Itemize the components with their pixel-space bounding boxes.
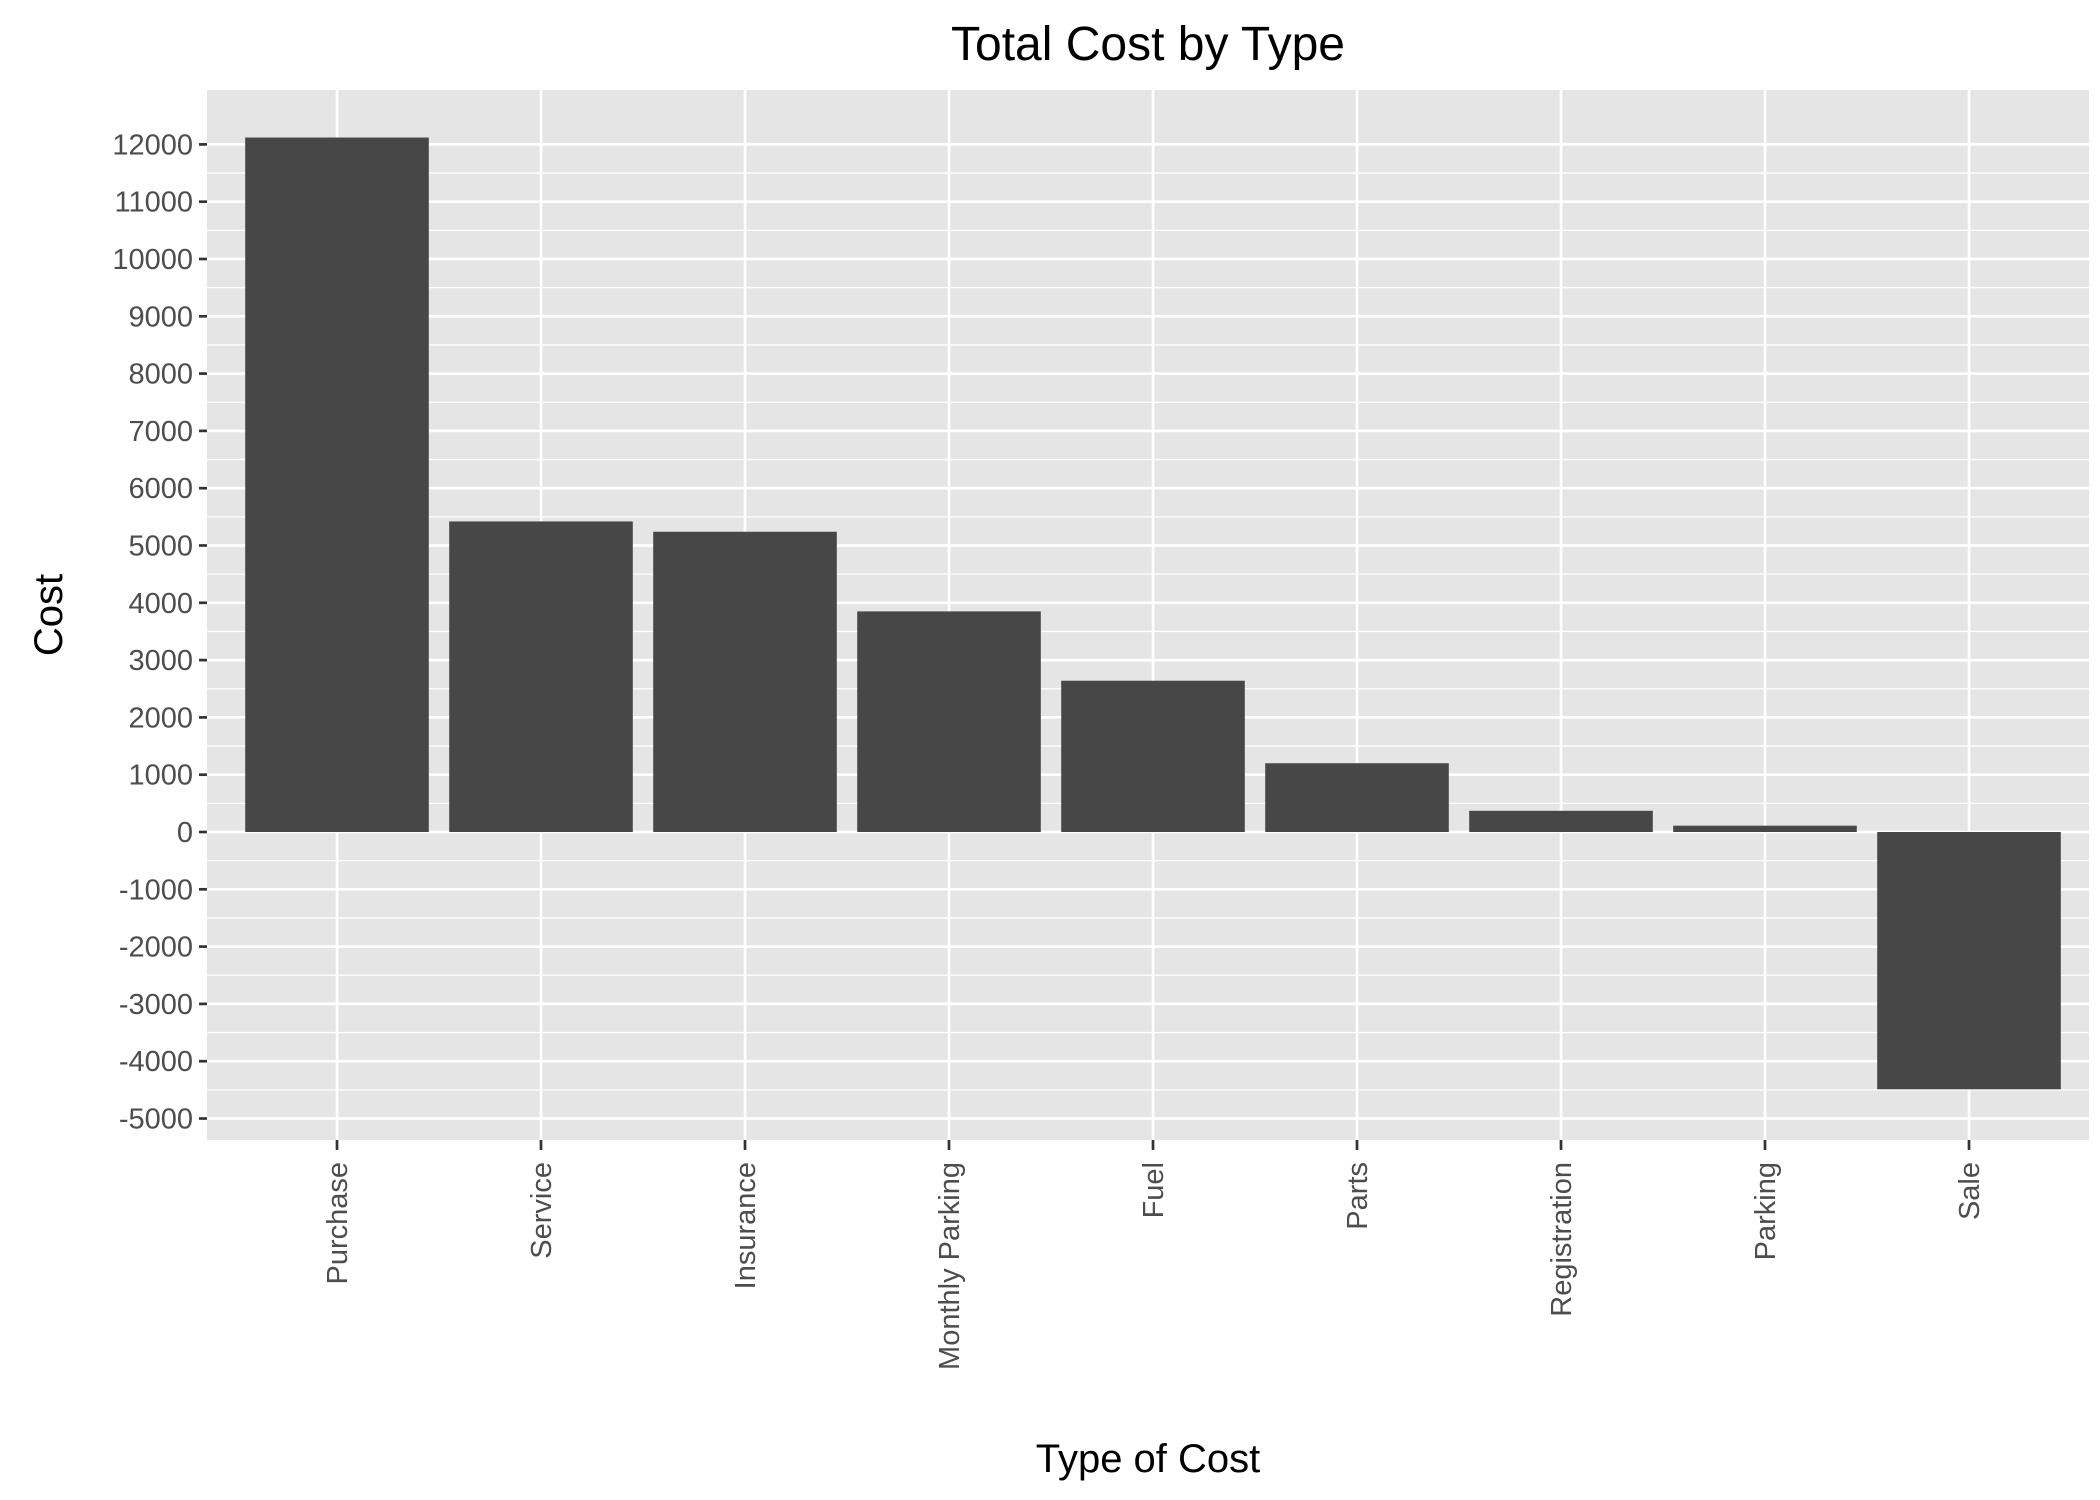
x-tick-label: Parking xyxy=(1750,1162,1782,1260)
bar-service xyxy=(449,521,633,832)
y-tick-label: 7000 xyxy=(128,416,193,448)
x-tick-label: Service xyxy=(526,1162,558,1259)
y-tick-label: -2000 xyxy=(119,932,193,964)
y-tick-label: 6000 xyxy=(128,473,193,505)
y-axis-title: Cost xyxy=(27,574,71,656)
x-tick-label: Fuel xyxy=(1138,1162,1170,1218)
y-tick-label: 3000 xyxy=(128,645,193,677)
y-tick-label: 9000 xyxy=(128,301,193,333)
x-tick-label: Insurance xyxy=(730,1162,762,1289)
x-axis-title: Type of Cost xyxy=(1036,1437,1261,1481)
bar-parking xyxy=(1673,825,1857,832)
y-tick-label: 0 xyxy=(177,817,193,849)
bar-sale xyxy=(1877,832,2061,1090)
y-tick-label: 4000 xyxy=(128,588,193,620)
y-tick-label: -3000 xyxy=(119,989,193,1021)
bar-parts xyxy=(1265,763,1449,832)
y-tick-label: 10000 xyxy=(112,244,193,276)
bar-purchase xyxy=(245,137,429,833)
y-tick-label: 2000 xyxy=(128,702,193,734)
y-tick-label: -5000 xyxy=(119,1104,193,1136)
y-tick-label: -4000 xyxy=(119,1046,193,1078)
x-tick-label: Sale xyxy=(1954,1162,1986,1220)
y-tick-label: 1000 xyxy=(128,760,193,792)
y-tick-label: 5000 xyxy=(128,531,193,563)
bar-insurance xyxy=(653,531,837,832)
y-tick-label: 11000 xyxy=(115,187,194,219)
bars xyxy=(245,137,2061,1090)
chart-title: Total Cost by Type xyxy=(951,18,1345,71)
x-tick-label: Registration xyxy=(1546,1162,1578,1317)
bar-registration xyxy=(1469,810,1653,832)
x-axis: Purchase Service Insurance Monthly Parking F… xyxy=(322,1140,1986,1370)
y-tick-label: 8000 xyxy=(128,359,193,391)
y-axis: -5000 -4000 -3000 -2000 -1000 0 1000 2000 3000 40… xyxy=(112,129,207,1136)
bar-monthly-parking xyxy=(857,611,1041,832)
y-tick-label: 12000 xyxy=(112,129,193,161)
x-tick-label: Monthly Parking xyxy=(934,1162,966,1370)
x-tick-label: Parts xyxy=(1342,1162,1374,1230)
y-tick-label: -1000 xyxy=(119,874,193,906)
bar-fuel xyxy=(1061,680,1245,832)
x-tick-label: Purchase xyxy=(322,1162,354,1285)
